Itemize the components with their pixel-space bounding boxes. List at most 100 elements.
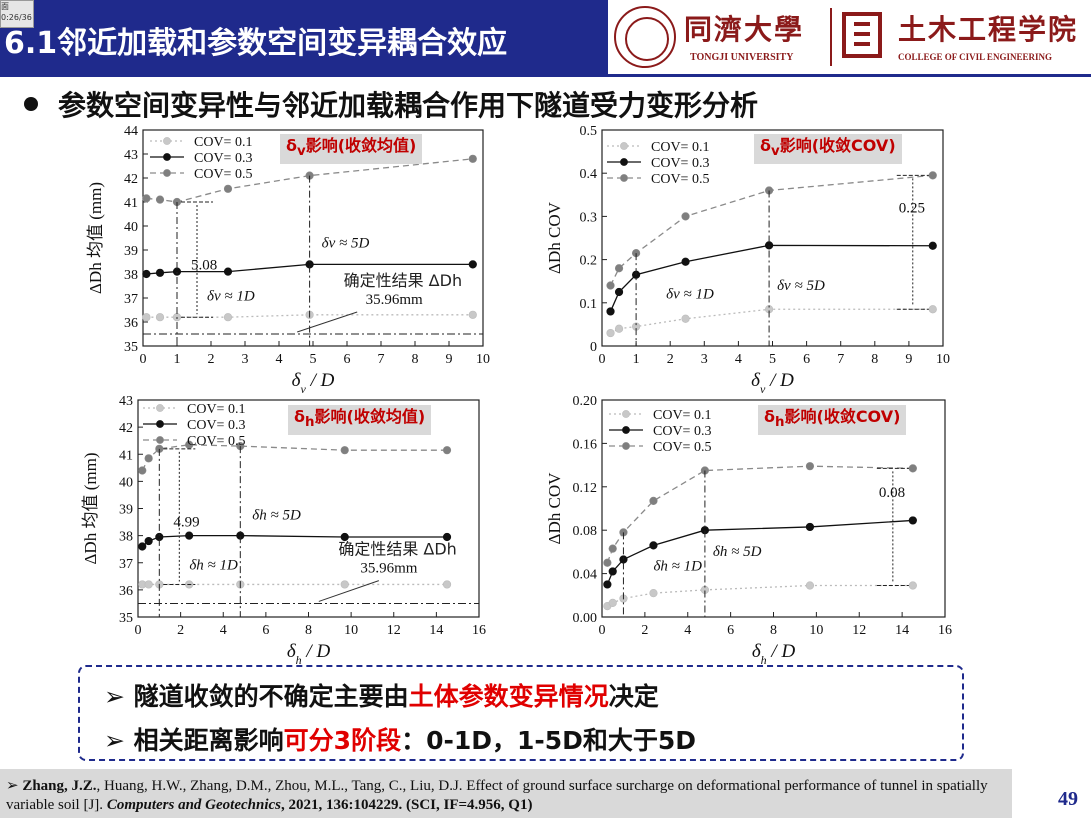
chart-4-legend-label: COV= 0.3: [653, 424, 711, 439]
chart-3-tag-text: 影响(收敛均值): [314, 407, 426, 426]
conclusion-2: ➢ 相关距离影响可分3阶段：0-1D，1-5D和大于5D: [104, 721, 696, 757]
conclusion-2-highlight: 可分3阶段: [283, 726, 402, 755]
chart-2-tag: δv影响(收敛COV): [754, 134, 902, 165]
chart-3-ytick-label: 41: [119, 448, 133, 463]
chart-4-series-1-point: [608, 598, 617, 607]
chart-4-tag-sub: h: [775, 415, 785, 431]
chart-4-series-2-point: [805, 522, 815, 532]
chart-4-series-3-point: [908, 464, 917, 473]
logo-divider: [830, 8, 832, 66]
chart-3-ytick-label: 35: [119, 611, 133, 626]
chart-4-series-1-point: [908, 581, 917, 590]
chart-4-xlabel-sub: h: [761, 653, 767, 665]
conclusion-1-prefix: 隧道收敛的不确定主要由: [133, 682, 409, 711]
chart-4-series-3-point: [608, 544, 617, 553]
chart-2-xtick-label: 0: [599, 352, 606, 367]
chart-3-xtick-label: 8: [305, 623, 312, 638]
chart-4-series-2-point: [908, 516, 917, 525]
chart-2-series-3-line: [609, 174, 933, 286]
chart-2-ytick-label: 0.4: [580, 167, 598, 182]
chart-3-ytick-label: 42: [119, 421, 133, 436]
chart-1-xtick-label: 2: [208, 352, 215, 367]
chart-4-near-label: δh ≈ 1D: [653, 558, 702, 574]
chart-4-series-2-point: [608, 567, 617, 576]
chart-1-legend-label: COV= 0.1: [194, 135, 252, 150]
chart-2-legend-label: COV= 0.1: [651, 140, 709, 155]
chart-1-det-label: 确定性结果 ΔDh: [344, 271, 463, 290]
chart-3-legend-marker: [156, 404, 164, 412]
chart-2-xtick-label: 3: [701, 352, 708, 367]
chart-2-xtick-label: 9: [905, 352, 912, 367]
chart-4-xlabel-rest: / D: [767, 641, 796, 662]
chart-1-xlabel: δv / D: [292, 370, 335, 396]
arrow-bullet-icon: ➢: [104, 682, 134, 711]
chart-3-series-3-point: [138, 466, 147, 475]
chart-4-legend-marker: [622, 442, 630, 450]
chart-4-tag-text: 影响(收敛COV): [784, 407, 901, 426]
chart-1-series-3-point: [223, 184, 233, 193]
subtitle-text: 参数空间变异性与邻近加载耦合作用下隧道受力变形分析: [58, 89, 759, 122]
chart-2-series-1-point: [681, 314, 690, 323]
chart-2-xtick-label: 4: [735, 352, 742, 367]
chart-4-ytick-label: 0.20: [573, 394, 598, 409]
chart-4-series-3-point: [603, 558, 612, 567]
chart-3-ytick-label: 38: [119, 530, 133, 545]
chart-4-legend-label: COV= 0.1: [653, 408, 711, 423]
chart-1-far-label: δv ≈ 5D: [322, 236, 370, 252]
chart-4-ytick-label: 0.04: [573, 568, 598, 583]
chart-4-tag-symbol: δ: [764, 407, 775, 426]
chart-1-series-2-point: [155, 268, 165, 277]
chart-4-xtick-label: 6: [727, 623, 734, 638]
chart-3-gap-label: 4.99: [173, 515, 199, 531]
chart-1-series-3-point: [468, 154, 477, 163]
chart-3-tag-symbol: δ: [294, 407, 305, 426]
chart-1-xtick-label: 0: [140, 352, 147, 367]
reference-first-author: Zhang, J.Z.: [22, 778, 97, 794]
chart-3-xlabel-rest: / D: [302, 641, 331, 662]
chart-2-series-2-point: [928, 241, 937, 250]
chart-4-xtick-label: 14: [895, 623, 909, 638]
chart-3-series-1-point: [340, 580, 349, 589]
chart-2-series-1-point: [928, 305, 937, 314]
chart-1-legend-marker: [163, 169, 171, 177]
chart-1-ytick-label: 43: [124, 148, 138, 163]
chart-1-det-arrow: [297, 311, 358, 333]
chart-1-ytick-label: 37: [124, 292, 138, 307]
chart-3-series-2-point: [340, 532, 349, 542]
chart-3-xtick-label: 14: [429, 623, 443, 638]
chart-3-series-2-point: [442, 532, 452, 542]
chart-1-series-3-point: [155, 195, 165, 204]
chart-1-xtick-label: 1: [174, 352, 181, 367]
chart-2-gap-label: 0.25: [899, 200, 925, 216]
chart-1-series-1-point: [155, 313, 165, 322]
conclusion-1: ➢ 隧道收敛的不确定主要由土体参数变异情况决定: [104, 677, 659, 713]
chart-4-series-2-point: [649, 541, 658, 550]
chart-2-xtick-label: 7: [837, 352, 844, 367]
video-thumbnail[interactable]: 面 0:26/36: [0, 0, 34, 28]
chart-3-ylabel: ΔDh 均值 (mm): [81, 453, 100, 565]
chart-1-xtick-label: 10: [476, 352, 490, 367]
conclusion-1-highlight: 土体参数变异情况: [408, 682, 609, 711]
chart-4-xtick-label: 2: [641, 623, 648, 638]
chart-4-ytick-label: 0.00: [573, 611, 598, 626]
chart-4-series-2-point: [619, 555, 628, 564]
chart-3-series-2-point: [185, 531, 194, 540]
chart-3-near-label: δh ≈ 1D: [189, 558, 238, 574]
chart-1-series-3-point: [142, 194, 151, 203]
chart-2-series-2-point: [764, 241, 774, 250]
chart-3-far-label: δh ≈ 5D: [252, 507, 301, 523]
chart-3-ytick-label: 36: [119, 584, 133, 599]
chart-1-ytick-label: 42: [124, 172, 138, 187]
chart-4-tag: δh影响(收敛COV): [758, 405, 907, 436]
reference-marker: ➢: [6, 778, 19, 794]
chart-1-ytick-label: 39: [124, 244, 138, 259]
college-logo-icon: [842, 12, 882, 58]
conclusion-box: ➢ 隧道收敛的不确定主要由土体参数变异情况决定 ➢ 相关距离影响可分3阶段：0-…: [78, 665, 964, 761]
chart-3-xlabel-sub: h: [296, 653, 302, 665]
chart-1-xtick-label: 4: [276, 352, 283, 367]
chart-1-series-1-point: [223, 313, 233, 322]
chart-1-series-1-point: [142, 313, 151, 322]
chart-4-ytick-label: 0.08: [573, 524, 598, 539]
university-name: 同濟大學: [684, 13, 805, 46]
chart-2-series-2-point: [681, 257, 690, 266]
